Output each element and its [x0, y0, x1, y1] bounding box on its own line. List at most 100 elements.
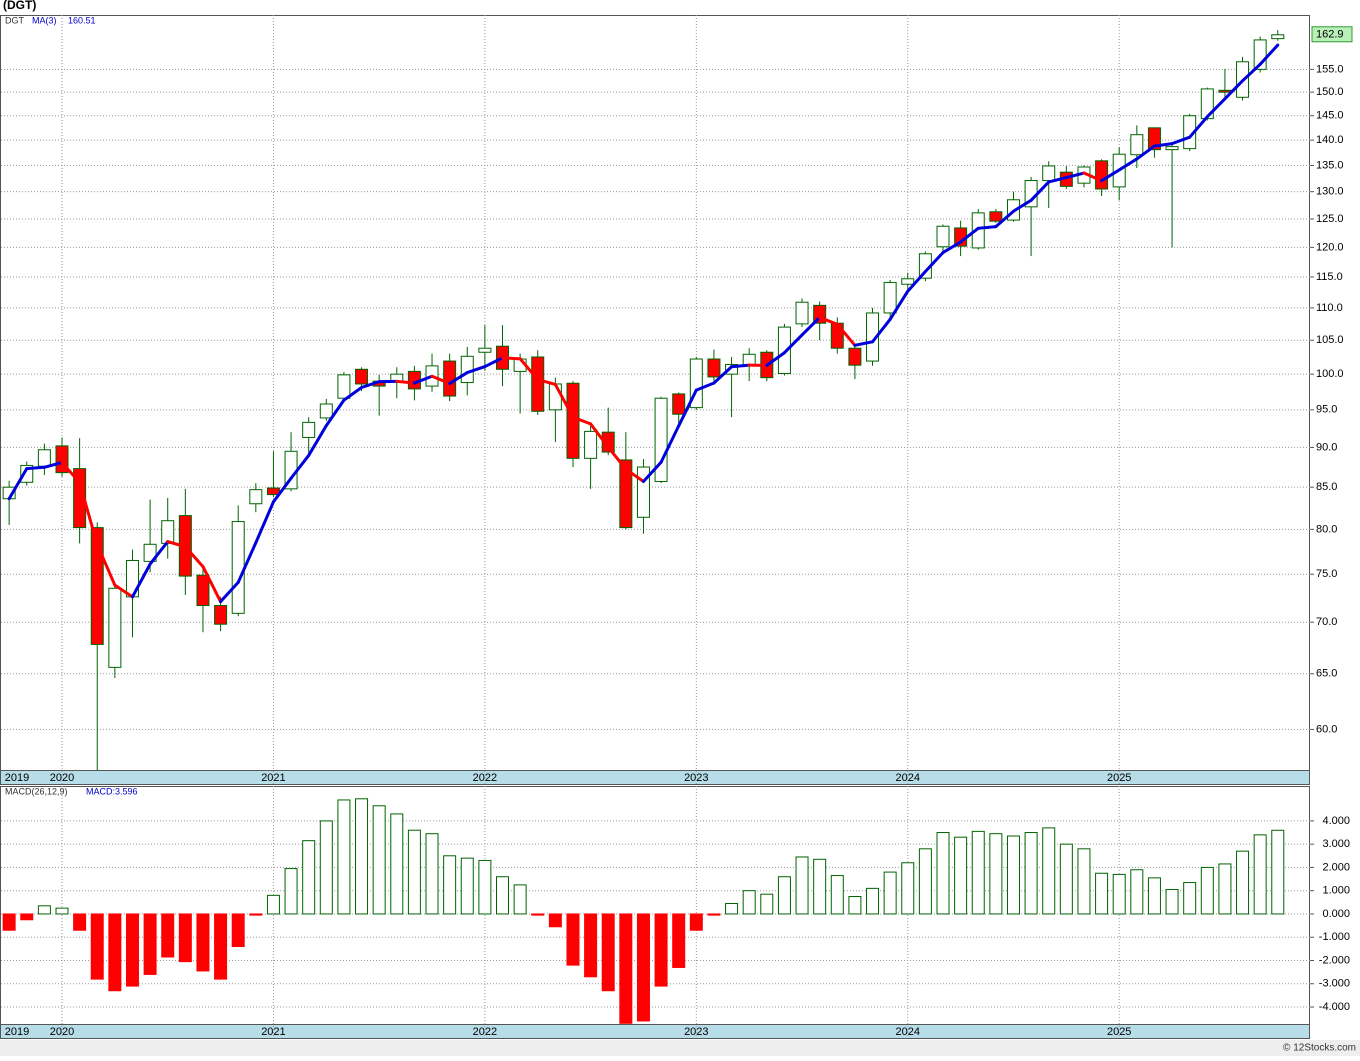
macd-bar: [497, 877, 509, 914]
macd-bar: [990, 834, 1002, 914]
macd-bar: [884, 872, 896, 914]
y-tick-label: 120.0: [1316, 241, 1344, 253]
macd-bar: [1025, 833, 1037, 914]
candle-body: [267, 488, 279, 495]
y-tick-label: 125.0: [1316, 213, 1344, 225]
candle-body: [849, 348, 861, 365]
ma-line: [503, 358, 521, 359]
macd-bar: [690, 914, 702, 930]
x-tick-label: 2024: [896, 772, 920, 784]
legend-ma-value: 160.51: [68, 15, 96, 25]
ma-line: [27, 467, 45, 468]
candle-body: [884, 282, 896, 313]
y-tick-label: -1.000: [1319, 931, 1350, 943]
candle-body: [109, 588, 121, 667]
candle-body: [532, 357, 544, 411]
y-tick-label: 95.0: [1316, 404, 1337, 416]
y-tick-label: 130.0: [1316, 186, 1344, 198]
legend-macd: MACD(26,12,9): [5, 786, 68, 796]
y-tick-label: 0.000: [1322, 908, 1350, 920]
macd-bar: [144, 914, 156, 974]
footer: © 12Stocks.com: [1283, 1043, 1356, 1054]
y-tick-label: 100.0: [1316, 368, 1344, 380]
macd-bar: [3, 914, 15, 930]
ma-line: [978, 227, 996, 229]
macd-bar: [250, 914, 262, 915]
candle-body: [1043, 166, 1055, 181]
macd-bar: [21, 914, 33, 920]
macd-bar: [567, 914, 579, 965]
price-panel: [1, 16, 1310, 771]
macd-bar: [514, 885, 526, 914]
candle-body: [444, 361, 456, 396]
candle-body: [356, 369, 368, 384]
macd-bar: [849, 897, 861, 914]
y-tick-label: 105.0: [1316, 334, 1344, 346]
y-tick-label: -2.000: [1319, 954, 1350, 966]
macd-bar: [461, 858, 473, 914]
macd-bar: [532, 914, 544, 915]
macd-bar: [56, 908, 68, 914]
macd-bar: [831, 876, 843, 914]
x-tick-label: 2020: [50, 772, 74, 784]
macd-bar: [267, 895, 279, 914]
y-tick-label: 135.0: [1316, 159, 1344, 171]
x-tick-label: 2022: [473, 1026, 497, 1038]
y-tick-label: -3.000: [1319, 978, 1350, 990]
y-tick-label: 155.0: [1316, 63, 1344, 75]
macd-bar: [1113, 874, 1125, 914]
y-tick-label: 3.000: [1322, 838, 1350, 850]
ma-line: [732, 365, 750, 367]
macd-bar: [902, 863, 914, 914]
macd-bar: [1254, 835, 1266, 914]
x-tick-label: 2021: [261, 1026, 285, 1038]
macd-bar: [479, 860, 491, 914]
macd-bar: [796, 857, 808, 914]
macd-bar: [338, 800, 350, 914]
macd-bar: [743, 891, 755, 914]
x-tick-label: 2023: [684, 772, 708, 784]
macd-bar: [972, 831, 984, 914]
chart-title: (DGT): [3, 0, 36, 12]
macd-bar: [1219, 864, 1231, 914]
macd-bar: [74, 914, 86, 930]
macd-bar: [778, 877, 790, 914]
y-tick-label: 140.0: [1316, 134, 1344, 146]
macd-bar: [761, 894, 773, 914]
macd-bar: [1166, 890, 1178, 914]
macd-bar: [356, 799, 368, 914]
macd-bar: [1272, 830, 1284, 914]
candle-body: [38, 450, 50, 466]
candle-body: [902, 279, 914, 284]
macd-bar: [1237, 851, 1249, 914]
y-tick-label: 65.0: [1316, 668, 1337, 680]
macd-bar: [955, 837, 967, 914]
candle-body: [796, 302, 808, 324]
macd-bar: [444, 856, 456, 914]
candle-body: [567, 383, 579, 458]
macd-bar: [197, 914, 209, 971]
macd-bar: [655, 914, 667, 986]
macd-bar: [585, 914, 597, 977]
candle-body: [303, 422, 315, 437]
macd-bar: [814, 859, 826, 914]
candle-body: [1166, 147, 1178, 150]
candle-body: [708, 359, 720, 377]
macd-bar: [867, 888, 879, 914]
candle-body: [637, 467, 649, 517]
candle-body: [1272, 35, 1284, 39]
macd-bar: [162, 914, 174, 957]
y-tick-label: 85.0: [1316, 481, 1337, 493]
macd-bar: [1078, 849, 1090, 914]
y-tick-label: 150.0: [1316, 86, 1344, 98]
macd-bar: [1184, 883, 1196, 914]
legend-macd-value: MACD:3.596: [86, 786, 138, 796]
candle-body: [479, 348, 491, 352]
candle-body: [162, 521, 174, 544]
macd-bar: [602, 914, 614, 991]
y-tick-label: -4.000: [1319, 1001, 1350, 1013]
candle-body: [1096, 161, 1108, 189]
macd-bar: [426, 834, 438, 914]
candle-body: [197, 575, 209, 605]
candle-body: [549, 384, 561, 410]
